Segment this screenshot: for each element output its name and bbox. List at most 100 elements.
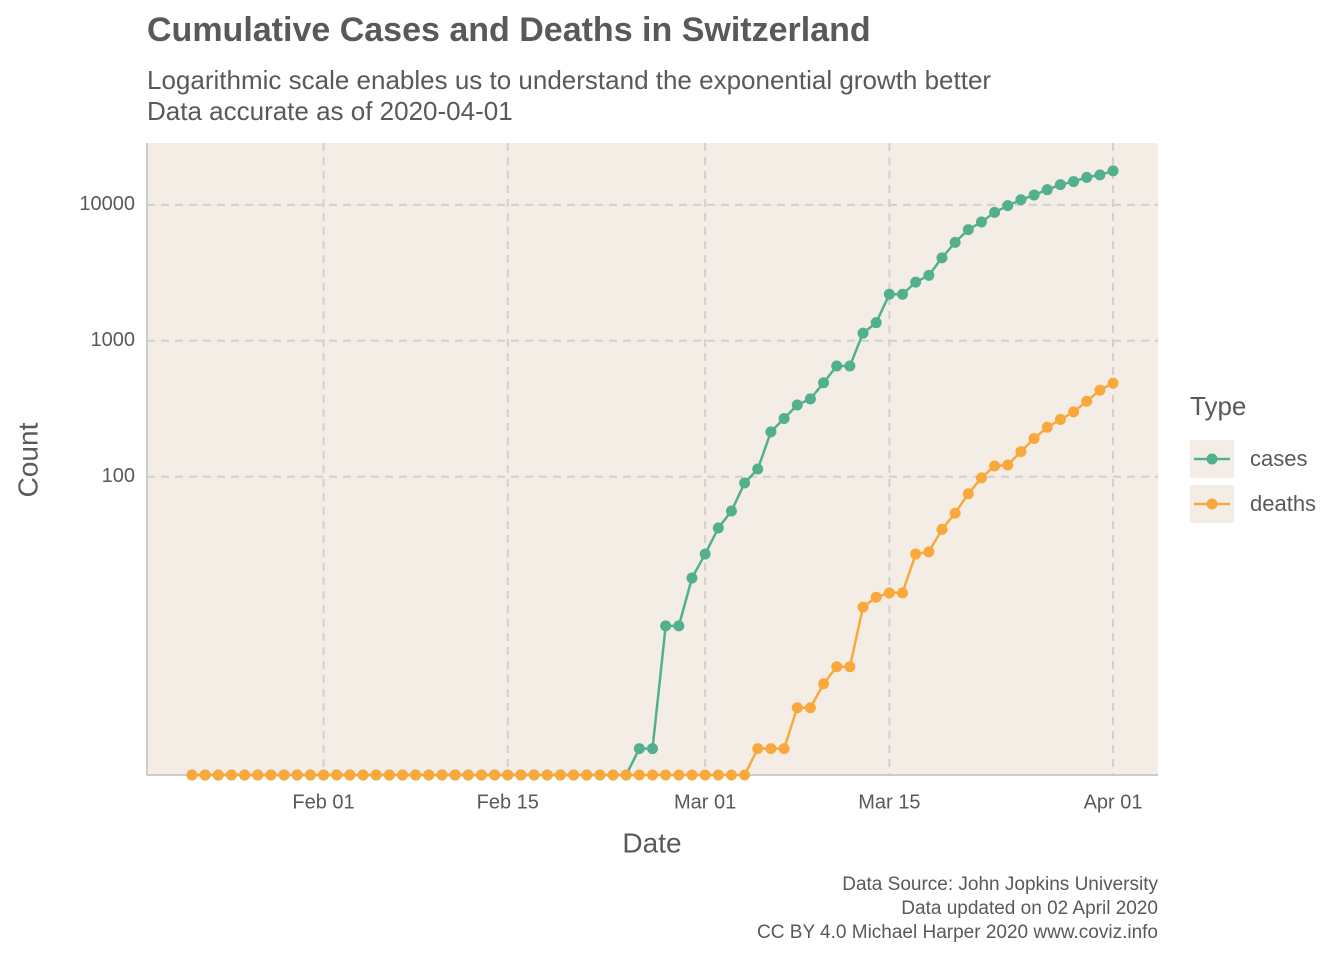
data-point bbox=[607, 769, 619, 781]
data-point bbox=[844, 360, 856, 372]
data-point bbox=[515, 769, 527, 781]
data-point bbox=[1002, 200, 1014, 212]
x-tick-label: Mar 15 bbox=[858, 791, 920, 813]
chart-title: Cumulative Cases and Deaths in Switzerla… bbox=[147, 11, 871, 49]
data-point bbox=[633, 769, 645, 781]
data-point bbox=[462, 769, 474, 781]
data-point bbox=[1094, 384, 1106, 396]
data-point bbox=[344, 769, 356, 781]
data-point bbox=[831, 360, 843, 372]
data-point bbox=[1041, 421, 1053, 433]
legend-label: deaths bbox=[1250, 491, 1316, 516]
plot-panel bbox=[147, 143, 1158, 775]
x-tick-label: Feb 15 bbox=[477, 791, 539, 813]
legend-title: Type bbox=[1190, 391, 1246, 421]
data-point bbox=[186, 769, 198, 781]
legend-dot bbox=[1206, 453, 1218, 465]
data-point bbox=[660, 769, 672, 781]
data-point bbox=[883, 587, 895, 599]
data-point bbox=[568, 769, 580, 781]
data-point bbox=[975, 472, 987, 484]
data-point bbox=[489, 769, 501, 781]
x-tick-label: Feb 01 bbox=[292, 791, 354, 813]
data-point bbox=[1002, 459, 1014, 471]
data-point bbox=[897, 587, 909, 599]
data-point bbox=[778, 413, 790, 425]
data-point bbox=[278, 769, 290, 781]
data-point bbox=[936, 252, 948, 264]
data-point bbox=[1081, 395, 1093, 407]
legend-dot bbox=[1206, 498, 1218, 510]
data-point bbox=[502, 769, 514, 781]
data-point bbox=[1068, 176, 1080, 188]
data-point bbox=[541, 769, 553, 781]
data-point bbox=[304, 769, 316, 781]
data-point bbox=[778, 743, 790, 755]
data-point bbox=[818, 678, 830, 690]
data-point bbox=[199, 769, 211, 781]
data-point bbox=[989, 460, 1001, 472]
y-tick-label: 10000 bbox=[79, 193, 135, 215]
data-point bbox=[291, 769, 303, 781]
data-point bbox=[1107, 165, 1119, 177]
data-point bbox=[765, 426, 777, 438]
data-point bbox=[449, 769, 461, 781]
data-point bbox=[989, 206, 1001, 218]
data-point bbox=[1107, 377, 1119, 389]
data-point bbox=[857, 327, 869, 339]
data-point bbox=[1054, 179, 1066, 191]
data-point bbox=[370, 769, 382, 781]
data-point bbox=[739, 769, 751, 781]
data-point bbox=[239, 769, 251, 781]
data-point bbox=[331, 769, 343, 781]
data-point bbox=[910, 548, 922, 560]
data-point bbox=[383, 769, 395, 781]
data-point bbox=[673, 769, 685, 781]
data-point bbox=[765, 743, 777, 755]
data-point bbox=[1015, 446, 1027, 458]
legend-label: cases bbox=[1250, 446, 1307, 471]
x-axis-title: Date bbox=[622, 827, 681, 858]
data-point bbox=[962, 224, 974, 236]
data-point bbox=[752, 463, 764, 475]
x-tick-label: Apr 01 bbox=[1084, 791, 1143, 813]
data-point bbox=[949, 236, 961, 248]
data-point bbox=[528, 769, 540, 781]
y-tick-label: 1000 bbox=[91, 329, 136, 351]
data-point bbox=[739, 477, 751, 489]
data-point bbox=[1081, 171, 1093, 183]
data-point bbox=[620, 769, 632, 781]
data-point bbox=[633, 743, 645, 755]
data-point bbox=[831, 661, 843, 673]
data-point bbox=[252, 769, 264, 781]
subtitle: Logarithmic scale enables us to understa… bbox=[147, 65, 991, 95]
subtitle: Data accurate as of 2020-04-01 bbox=[147, 96, 513, 126]
data-point bbox=[725, 505, 737, 517]
data-point bbox=[647, 769, 658, 781]
data-point bbox=[791, 702, 803, 714]
y-tick-label: 100 bbox=[102, 465, 135, 487]
data-point bbox=[844, 661, 856, 673]
data-point bbox=[410, 769, 422, 781]
data-point bbox=[712, 522, 724, 534]
data-point bbox=[660, 620, 672, 632]
data-point bbox=[554, 769, 566, 781]
data-point bbox=[910, 276, 922, 288]
data-point bbox=[265, 769, 277, 781]
data-point bbox=[1028, 189, 1040, 201]
data-point bbox=[673, 620, 685, 632]
data-point bbox=[475, 769, 487, 781]
data-point bbox=[1041, 184, 1053, 196]
y-axis-title: Count bbox=[12, 422, 43, 497]
data-point bbox=[857, 601, 869, 613]
data-point bbox=[212, 769, 224, 781]
data-point bbox=[699, 769, 711, 781]
caption: Data updated on 02 April 2020 bbox=[901, 898, 1158, 919]
data-point bbox=[436, 769, 448, 781]
data-point bbox=[318, 769, 330, 781]
data-point bbox=[647, 743, 658, 755]
caption: CC BY 4.0 Michael Harper 2020 www.coviz.… bbox=[757, 922, 1158, 943]
data-point bbox=[962, 488, 974, 500]
data-point bbox=[423, 769, 435, 781]
